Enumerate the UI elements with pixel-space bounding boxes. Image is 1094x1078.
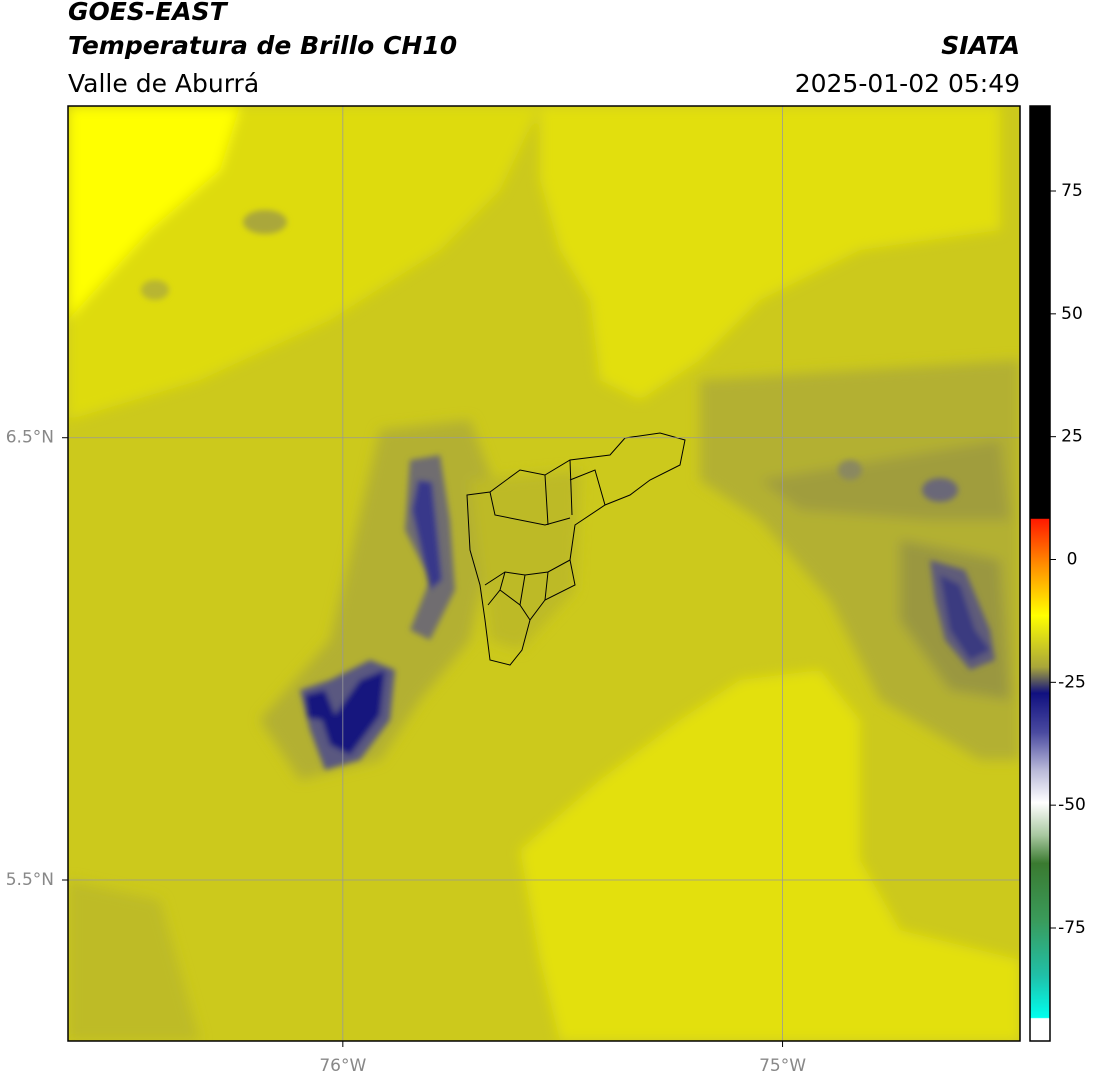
colorbar-label: 0 [1067,549,1078,569]
x-tick-label: 75°W [759,1056,806,1076]
title: GOES-EAST [68,0,229,26]
source: SIATA [941,31,1020,60]
x-tick-label: 76°W [319,1056,366,1076]
colorbar-label: 75 [1061,181,1083,201]
colorbar-label: -50 [1058,795,1086,815]
colorbar-label: -25 [1058,672,1086,692]
datetime: 2025-01-02 05:49 [795,69,1020,98]
municipal-boundaries [466,432,686,666]
colorbar [1029,105,1051,1042]
colorbar-label: 25 [1061,427,1083,447]
colorbar-label: 50 [1061,304,1083,324]
colorbar-label: -75 [1058,918,1086,938]
map-field [68,106,1020,1041]
y-tick-label: 5.5°N [6,870,54,890]
region: Valle de Aburrá [68,69,259,98]
subtitle: Temperatura de Brillo CH10 [68,31,457,60]
map-frame [67,105,1021,1042]
y-tick-label: 6.5°N [6,428,54,448]
